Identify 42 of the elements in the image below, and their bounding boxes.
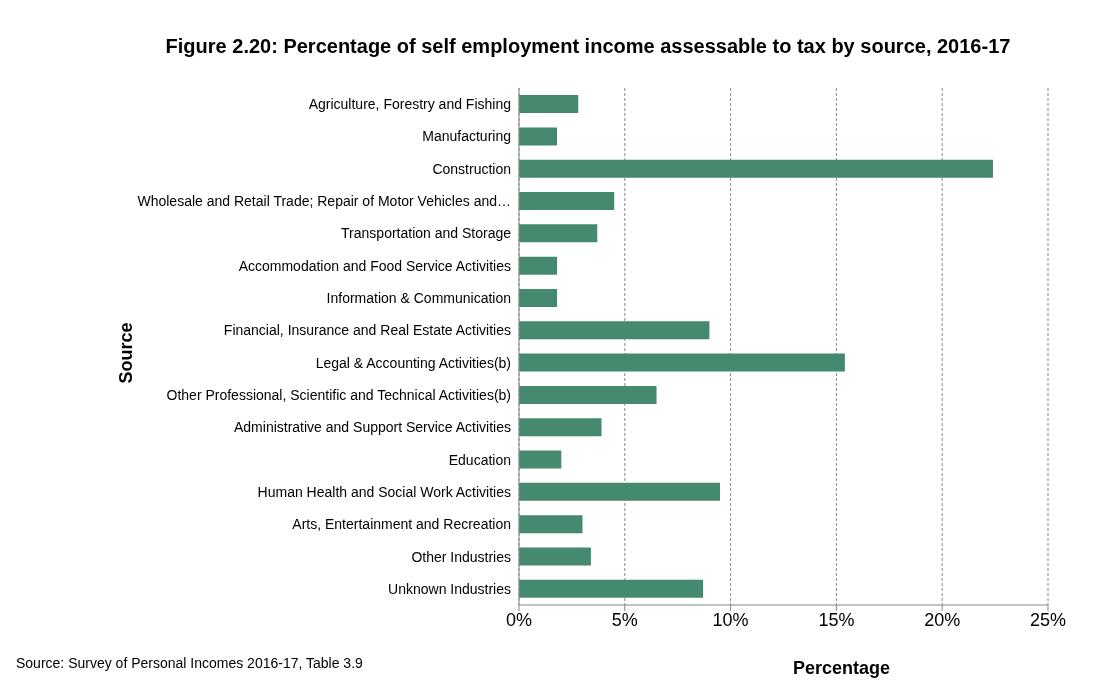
bar xyxy=(519,224,598,243)
x-tick-label: 25% xyxy=(1029,609,1067,630)
y-tick-label: Financial, Insurance and Real Estate Activities xyxy=(223,322,511,339)
bar xyxy=(519,127,558,146)
bar xyxy=(519,579,704,598)
bar xyxy=(519,159,993,178)
y-tick-label: Human Health and Social Work Activities xyxy=(257,483,511,500)
x-tick-label: 5% xyxy=(611,609,638,630)
bar xyxy=(519,95,579,114)
y-tick-label: Construction xyxy=(432,160,511,177)
y-tick-label: Transportation and Storage xyxy=(341,225,512,242)
x-tick-label: 15% xyxy=(818,609,855,630)
bar xyxy=(519,353,845,372)
bar xyxy=(519,256,558,275)
y-tick-label: Unknown Industries xyxy=(388,580,511,597)
x-tick-label: 10% xyxy=(712,609,749,630)
y-tick-label: Accommodation and Food Service Activities xyxy=(238,257,511,274)
y-tick-label: Information & Communication xyxy=(326,290,511,306)
source-note: Source: Survey of Personal Incomes 2016-17, Table 3.9 xyxy=(16,655,363,671)
bar xyxy=(519,321,710,340)
y-tick-label: Education xyxy=(448,451,511,468)
y-tick-label: Manufacturing xyxy=(422,128,511,145)
x-tick-label: 0% xyxy=(505,609,533,630)
y-tick-label: Arts, Entertainment and Recreation xyxy=(292,516,511,533)
bar xyxy=(519,515,583,534)
y-tick-label: Wholesale and Retail Trade; Repair of Motor Vehicles and… xyxy=(137,193,511,210)
bar xyxy=(519,450,562,469)
bar xyxy=(519,418,602,437)
x-axis-title: Percentage xyxy=(793,658,891,679)
y-tick-label: Other Professional, Scientific and Technical Activities(b) xyxy=(166,386,511,403)
bar xyxy=(519,288,558,307)
bar xyxy=(519,547,591,566)
bar xyxy=(519,385,657,404)
y-tick-label: Agriculture, Forestry and Fishing xyxy=(308,96,511,113)
y-tick-label: Administrative and Support Service Activities xyxy=(233,419,511,436)
x-tick-label: 20% xyxy=(924,609,961,630)
bar xyxy=(519,192,615,211)
y-tick-label: Legal & Accounting Activities(b) xyxy=(315,354,511,371)
chart-title: Figure 2.20: Percentage of self employment income assessable to tax by source, 2016-17 xyxy=(164,34,1012,58)
bar xyxy=(519,482,721,501)
y-axis-title: Source xyxy=(115,322,137,384)
y-tick-label: Other Industries xyxy=(411,548,511,565)
